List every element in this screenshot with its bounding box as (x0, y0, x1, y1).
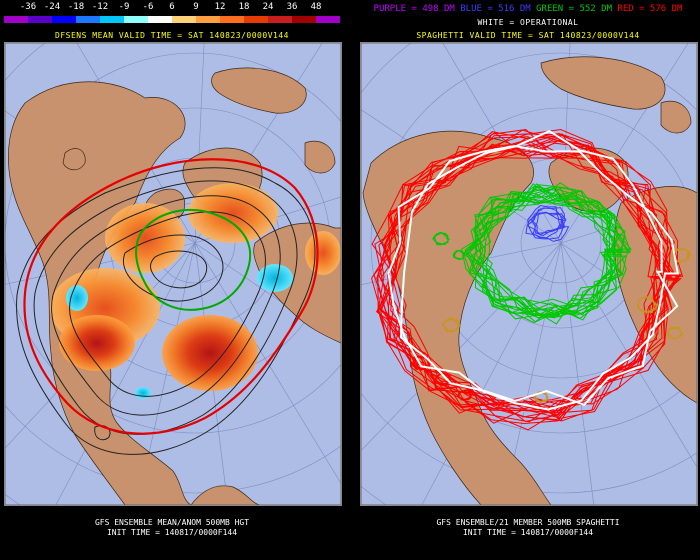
legend-blue: BLUE = 516 DM (460, 4, 531, 14)
colorbar-tick-label: -6 (142, 2, 154, 12)
colorbar-swatches (4, 16, 340, 23)
spaghetti-member-576dm (371, 129, 673, 412)
anomaly-max-west (59, 315, 135, 371)
operational-contour (399, 129, 679, 406)
anomaly-negative-pacific (66, 285, 88, 311)
scandinavia (660, 100, 692, 134)
colorbar-tick-label: -36 (19, 2, 37, 12)
colorbar-tick-label: 12 (214, 2, 226, 12)
spaghetti-member-small-loop (534, 392, 549, 403)
legend-purple: PURPLE = 498 DM (373, 4, 455, 14)
colorbar-swatch (244, 16, 268, 23)
operational-contours (387, 129, 679, 411)
colorbar-swatch (76, 16, 100, 23)
spaghetti-member-552dm (479, 199, 617, 315)
spaghetti-552dm-members (461, 182, 632, 325)
left-footer-init: INIT TIME = 140817/0000F144 (106, 528, 238, 537)
alaska-island (62, 148, 86, 171)
anomaly-negative-atlantic (257, 264, 293, 292)
anomaly-negative-small (135, 387, 151, 399)
spaghetti-member-small-loop (636, 296, 659, 313)
colorbar-tick-label: -24 (43, 2, 61, 12)
legend-green: GREEN = 552 DM (536, 4, 612, 14)
contour-552dm (135, 209, 252, 311)
colorbar-tick-label: -18 (67, 2, 85, 12)
north-america (8, 81, 192, 505)
right-footer: GFS ENSEMBLE/21 MEMBER 500MB SPAGHETTI I… (356, 504, 700, 560)
spaghetti-map (360, 42, 698, 506)
colorbar-swatch (124, 16, 148, 23)
mean-anomaly-panel: -36 -24 -18 -12 -9 -6 6 9 12 18 24 36 48 DFSENS MEAN… (0, 0, 344, 560)
left-valid-time: DFSENS MEAN VALID TIME = SAT 140823/0000… (55, 31, 289, 40)
mean-anomaly-map (4, 42, 342, 506)
colorbar-swatch (196, 16, 220, 23)
colorbar-swatch (52, 16, 76, 23)
anomaly-max-east (162, 315, 258, 391)
left-footer: GFS ENSEMBLE MEAN/ANOM 500MB HGT INIT TI… (0, 504, 344, 560)
scandinavia (304, 140, 336, 174)
anomaly-positive-europe (305, 231, 341, 275)
height-anomaly-fills (50, 183, 341, 399)
colorbar-swatch (220, 16, 244, 23)
right-valid-time: SPAGHETTI VALID TIME = SAT 140823/0000V1… (416, 31, 640, 40)
spaghetti-member-small-loop (534, 391, 548, 404)
spaghetti-member-516dm (530, 207, 564, 237)
spaghetti-member-516dm (525, 212, 561, 239)
right-footer-init: INIT TIME = 140817/0000F144 (462, 528, 594, 537)
colorbar-tick-label: 36 (286, 2, 298, 12)
spaghetti-member-small-loop (452, 249, 465, 261)
colorbar-tick-label: 18 (238, 2, 250, 12)
spaghetti-member-552dm (463, 193, 618, 314)
south-america-tip (190, 485, 262, 505)
spaghetti-member-small-loop (458, 389, 472, 401)
height-contours (16, 167, 316, 455)
spaghetti-panel: PURPLE = 498 DM BLUE = 516 DM GREEN = 55… (356, 0, 700, 560)
spaghetti-member-552dm (481, 182, 631, 316)
spaghetti-member-576dm (376, 136, 669, 419)
left-header: -36 -24 -18 -12 -9 -6 6 9 12 18 24 36 48 DFSENS MEAN… (0, 0, 344, 42)
siberia (540, 56, 666, 110)
right-footer-title: GFS ENSEMBLE/21 MEMBER 500MB SPAGHETTI (436, 518, 620, 527)
colorbar-tick-label: 24 (262, 2, 274, 12)
colorbar-swatch (316, 16, 340, 23)
colorbar-swatch (148, 16, 172, 23)
operational-contour (387, 144, 679, 411)
colorbar-tick-label: -9 (118, 2, 130, 12)
spaghetti-member-small-loop (434, 371, 451, 386)
spaghetti-516dm-members (525, 204, 570, 242)
contour-legend: PURPLE = 498 DM BLUE = 516 DM GREEN = 55… (356, 4, 700, 14)
spaghetti-member-small-loop (667, 326, 685, 340)
colorbar-tick-label: -12 (91, 2, 109, 12)
siberia (211, 67, 307, 114)
legend-white: WHITE = OPERATIONAL (477, 18, 579, 27)
colorbar-tick-label: 48 (310, 2, 322, 12)
colorbar-swatch (268, 16, 292, 23)
colorbar-swatch (28, 16, 52, 23)
spaghetti-member-552dm (468, 187, 623, 325)
spaghetti-member-552dm (470, 193, 626, 323)
colorbar-tick-label: 6 (169, 2, 175, 12)
right-header: PURPLE = 498 DM BLUE = 516 DM GREEN = 55… (356, 0, 700, 42)
colorbar-swatch (292, 16, 316, 23)
spaghetti-member-552dm (474, 185, 622, 312)
colorbar-tick-label: 9 (193, 2, 199, 12)
spaghetti-map-svg (361, 43, 697, 505)
spaghetti-member-small-loop (432, 231, 450, 246)
anomaly-positive-arctic (188, 183, 278, 243)
mean-anomaly-map-svg (5, 43, 341, 505)
colorbar-swatch (172, 16, 196, 23)
colorbar-swatch (100, 16, 124, 23)
panel-divider (344, 0, 356, 560)
spaghetti-member-516dm (531, 207, 566, 234)
anomaly-positive-hudson (105, 203, 185, 273)
spaghetti-member-576dm (376, 132, 680, 423)
contour-576dm (23, 158, 319, 435)
colorbar-swatch (4, 16, 28, 23)
left-footer-title: GFS ENSEMBLE MEAN/ANOM 500MB HGT (94, 518, 250, 527)
spaghetti-member-small-loop (441, 318, 460, 334)
spaghetti-member-552dm (476, 191, 624, 319)
anomaly-colorbar: -36 -24 -18 -12 -9 -6 6 9 12 18 24 36 48 (4, 2, 340, 24)
legend-red: RED = 576 DM (617, 4, 683, 14)
